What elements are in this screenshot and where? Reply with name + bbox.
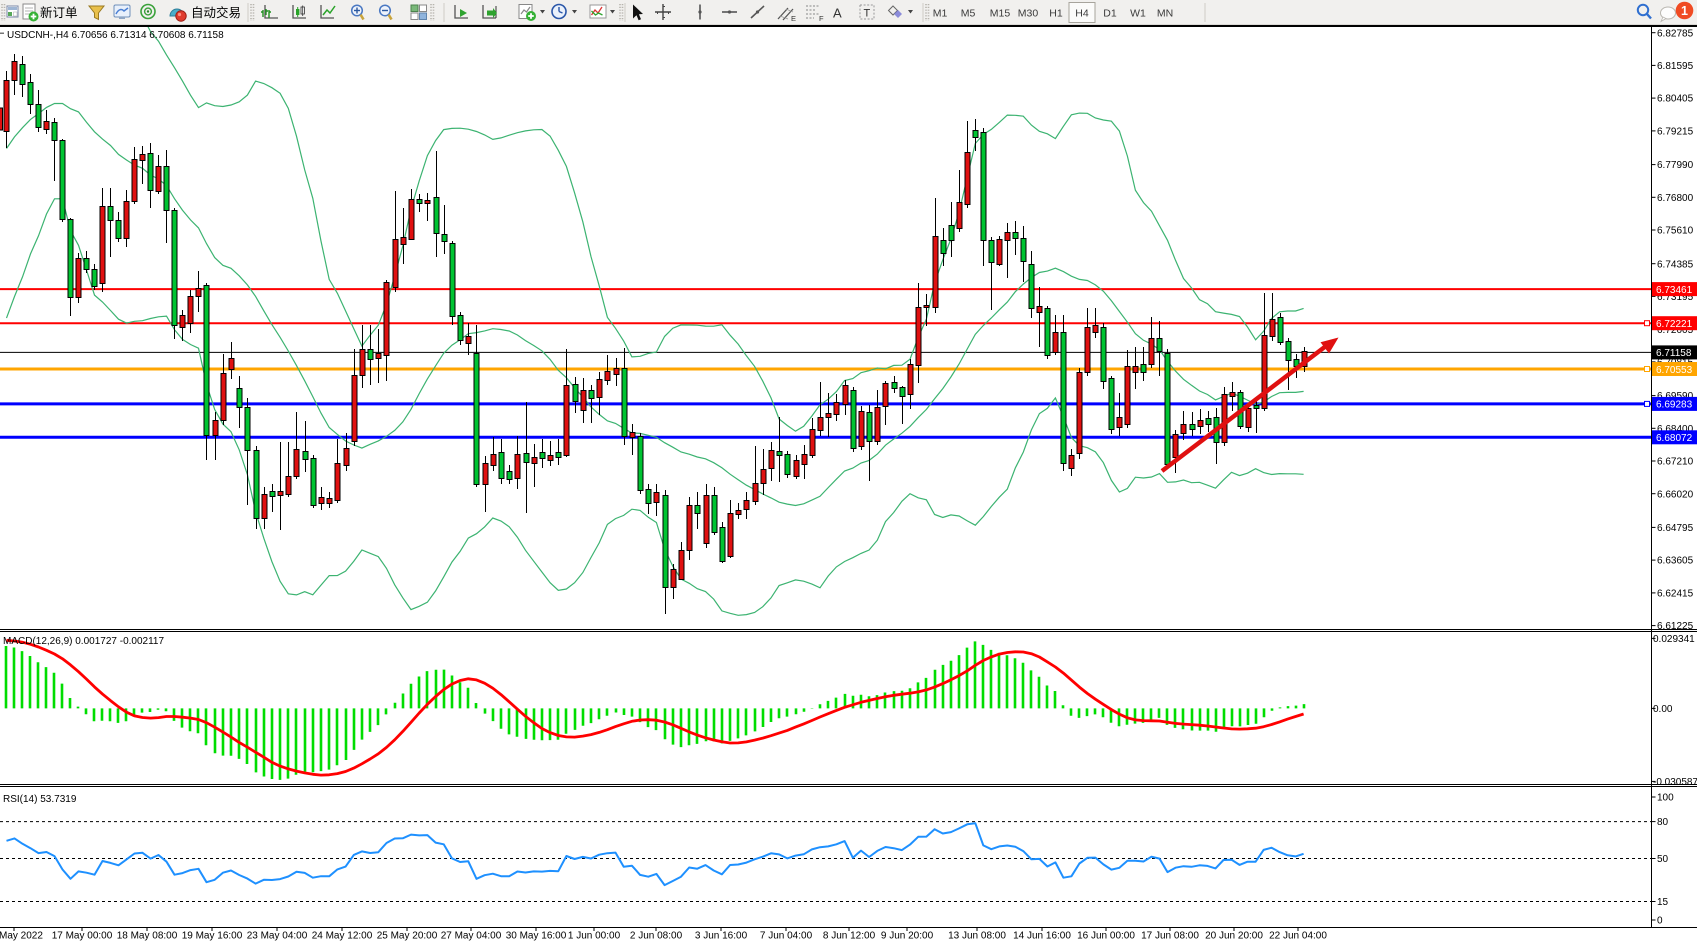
svg-text:H1: H1 [1049,8,1063,20]
svg-text:M15: M15 [990,8,1011,20]
svg-text:新订单: 新订单 [40,5,78,20]
svg-text:6.81595: 6.81595 [1657,61,1694,72]
svg-text:M30: M30 [1018,8,1039,20]
svg-text:D1: D1 [1103,8,1117,20]
svg-text:6.75610: 6.75610 [1657,226,1694,237]
svg-text:30 May 16:00: 30 May 16:00 [506,931,567,942]
svg-text:6.73195: 6.73195 [1657,292,1694,303]
svg-text:USDCNH-,H4 6.70656 6.71314 6.: USDCNH-,H4 6.70656 6.71314 6.70608 6.711… [7,30,224,41]
svg-text:19 May 16:00: 19 May 16:00 [182,931,243,942]
svg-text:3 Jun 16:00: 3 Jun 16:00 [695,931,748,942]
svg-text:6.68400: 6.68400 [1657,424,1694,435]
svg-text:9 Jun 20:00: 9 Jun 20:00 [881,931,934,942]
svg-text:0.00: 0.00 [1653,704,1673,715]
svg-text:6.76800: 6.76800 [1657,193,1694,204]
svg-text:6.64795: 6.64795 [1657,523,1694,534]
svg-text:6.68072: 6.68072 [1656,433,1693,444]
svg-text:MACD(12,26,9) 0.001727 -0.0021: MACD(12,26,9) 0.001727 -0.002117 [3,636,164,647]
svg-text:6.69590: 6.69590 [1657,391,1694,402]
svg-text:F: F [819,14,824,23]
svg-text:6.79215: 6.79215 [1657,127,1694,138]
svg-text:16 Jun 00:00: 16 Jun 00:00 [1077,931,1135,942]
svg-text:20 Jun 20:00: 20 Jun 20:00 [1205,931,1263,942]
svg-text:50: 50 [1657,854,1669,865]
svg-text:13 Jun 08:00: 13 Jun 08:00 [948,931,1006,942]
svg-text:6.72005: 6.72005 [1657,325,1694,336]
svg-text:22 Jun 04:00: 22 Jun 04:00 [1269,931,1327,942]
svg-text:6.63605: 6.63605 [1657,556,1694,567]
svg-text:-0.030587: -0.030587 [1653,777,1697,788]
svg-text:6.66020: 6.66020 [1657,489,1694,500]
svg-text:27 May 04:00: 27 May 04:00 [441,931,502,942]
svg-text:6.82785: 6.82785 [1657,28,1694,39]
svg-text:6.77990: 6.77990 [1657,160,1694,171]
svg-text:80: 80 [1657,817,1669,828]
svg-text:6.67210: 6.67210 [1657,457,1694,468]
svg-text:MN: MN [1157,8,1173,20]
svg-text:24 May 12:00: 24 May 12:00 [312,931,373,942]
svg-text:自动交易: 自动交易 [191,5,241,20]
svg-text:100: 100 [1657,793,1674,804]
svg-text:16 May 2022: 16 May 2022 [0,931,43,942]
svg-text:23 May 04:00: 23 May 04:00 [247,931,308,942]
svg-text:6.73461: 6.73461 [1656,285,1693,296]
svg-text:A: A [833,6,842,21]
svg-text:25 May 20:00: 25 May 20:00 [377,931,438,942]
svg-text:H4: H4 [1075,8,1089,20]
svg-text:M1: M1 [933,8,948,20]
svg-text:0.029341: 0.029341 [1653,634,1695,645]
svg-text:17 May 00:00: 17 May 00:00 [52,931,113,942]
svg-text:8 Jun 12:00: 8 Jun 12:00 [823,931,876,942]
svg-text:W1: W1 [1130,8,1146,20]
svg-text:M5: M5 [961,8,976,20]
svg-text:6.61225: 6.61225 [1657,621,1694,632]
svg-text:6.62415: 6.62415 [1657,589,1694,600]
svg-text:17 Jun 08:00: 17 Jun 08:00 [1141,931,1199,942]
svg-text:0: 0 [1657,916,1663,927]
svg-text:RSI(14) 53.7319: RSI(14) 53.7319 [3,794,77,805]
svg-text:6.74385: 6.74385 [1657,259,1694,270]
svg-text:1: 1 [1681,4,1688,18]
svg-text:6.71158: 6.71158 [1656,348,1692,359]
svg-text:18 May 08:00: 18 May 08:00 [117,931,178,942]
svg-text:6.70553: 6.70553 [1656,365,1693,376]
svg-text:6.80405: 6.80405 [1657,94,1694,105]
svg-text:15: 15 [1657,897,1669,908]
svg-text:T: T [864,8,871,20]
svg-text:14 Jun 16:00: 14 Jun 16:00 [1013,931,1071,942]
svg-text:1 Jun 00:00: 1 Jun 00:00 [568,931,621,942]
svg-text:6.69283: 6.69283 [1656,400,1693,411]
svg-text:6.72221: 6.72221 [1656,319,1693,330]
svg-text:2 Jun 08:00: 2 Jun 08:00 [630,931,683,942]
svg-text:7 Jun 04:00: 7 Jun 04:00 [760,931,813,942]
svg-text:E: E [791,14,796,23]
